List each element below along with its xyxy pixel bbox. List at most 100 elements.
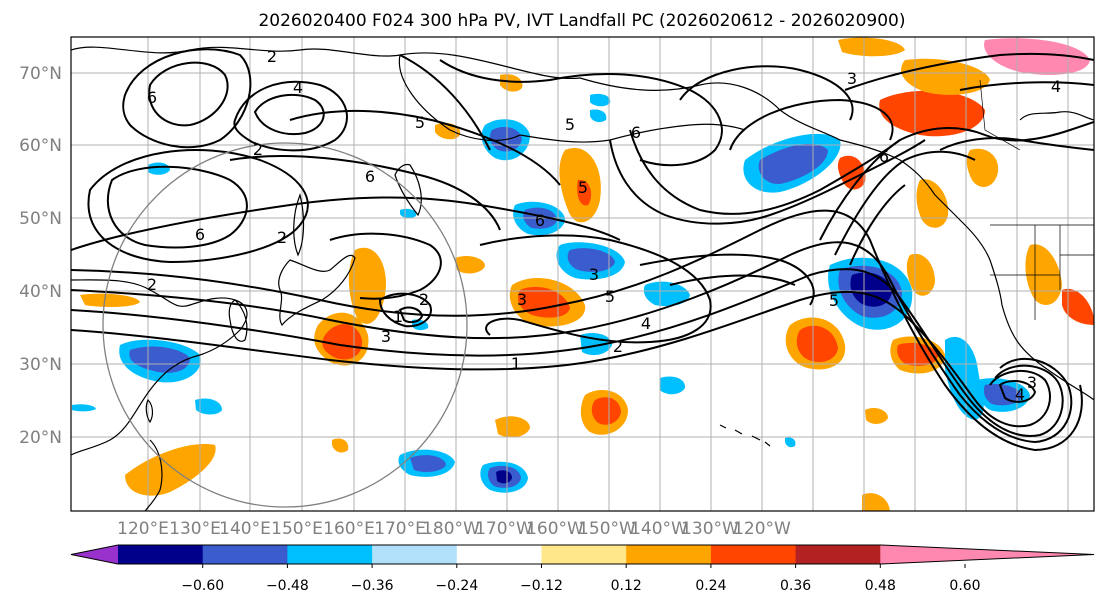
asia-coastline — [398, 54, 521, 141]
pv-contour — [939, 137, 1094, 151]
pv-contour — [233, 80, 348, 152]
lon-label: 120°W — [733, 519, 791, 539]
lat-label: 30°N — [19, 355, 62, 375]
negative-anomaly-patch — [660, 376, 686, 395]
asia-coastline — [71, 46, 581, 80]
lat-label: 60°N — [19, 136, 62, 156]
pv-contour — [253, 93, 325, 135]
contour-label: 2 — [253, 140, 263, 159]
positive-anomaly-patch — [906, 253, 935, 296]
contour-label: 4 — [1051, 77, 1061, 96]
lon-label: 150°E — [271, 519, 323, 539]
colorbar-segment — [456, 545, 542, 564]
colorbar-tick-label: −0.24 — [435, 578, 478, 594]
lon-label: 170°E — [374, 519, 426, 539]
colorbar-segment — [372, 545, 458, 564]
pv-contour — [329, 232, 442, 300]
positive-anomaly-patch — [332, 438, 349, 453]
pv-contour — [378, 292, 432, 328]
contour-label: 2 — [147, 275, 157, 294]
negative-anomaly-patch — [410, 455, 446, 473]
lon-label: 150°W — [578, 519, 636, 539]
lat-label: 70°N — [19, 64, 62, 84]
hawaii-islands — [719, 424, 771, 447]
negative-anomaly-patch — [400, 208, 417, 219]
pc-shading — [72, 37, 1094, 511]
negative-anomaly-patch — [148, 162, 170, 175]
contour-label: 6 — [535, 211, 545, 230]
positive-anomaly-patch — [796, 325, 838, 363]
lon-label: 180°W — [422, 519, 480, 539]
korea-coast — [228, 299, 248, 342]
contour-label: 6 — [365, 167, 375, 186]
contour-label: 5 — [578, 178, 588, 197]
contour-label: 2 — [419, 290, 429, 309]
pv-contour — [399, 54, 491, 151]
contour-label: 1 — [393, 307, 403, 326]
colorbar-tick-label: −0.12 — [520, 578, 563, 594]
contour-label: 2 — [267, 47, 277, 66]
pv-contour — [229, 154, 501, 231]
pv-contour — [289, 109, 561, 186]
contour-label: 6 — [879, 147, 889, 166]
pv-contour — [71, 209, 1083, 452]
contour-label: 4 — [641, 314, 651, 333]
colorbar-tick-label: −0.60 — [181, 578, 224, 594]
positive-anomaly-patch — [862, 493, 890, 511]
north-america-coast — [1019, 111, 1094, 121]
positive-anomaly-patch — [838, 37, 905, 57]
pv-contour — [834, 150, 976, 256]
negative-anomaly-patch — [785, 437, 796, 448]
contour-label: 6 — [147, 88, 157, 107]
negative-anomaly-patch — [590, 109, 607, 123]
contour-label: 5 — [605, 287, 615, 306]
negative-anomaly-patch — [567, 248, 615, 272]
coastlines — [71, 46, 1094, 511]
negative-anomaly-patch — [590, 93, 611, 107]
lat-label: 50°N — [19, 209, 62, 229]
contour-label: 3 — [517, 290, 527, 309]
colorbar: −0.60 −0.48 −0.36 −0.24 −0.12 0.12 0.24 0.36 0.4… — [70, 544, 1095, 594]
lon-label: 160°E — [323, 519, 375, 539]
lon-label: 130°E — [169, 519, 221, 539]
lat-label: 40°N — [19, 282, 62, 302]
lon-label: 140°E — [219, 519, 271, 539]
contour-label: 3 — [847, 69, 857, 88]
lon-label: 160°W — [526, 519, 584, 539]
colorbar-segment — [202, 545, 288, 564]
colorbar-extend-max — [880, 545, 1094, 564]
colorbar-segment — [795, 545, 881, 564]
alaska-coast — [579, 77, 936, 196]
colorbar-tick-label: −0.36 — [351, 578, 394, 594]
alaska-canada-border — [979, 79, 1021, 151]
lon-label: 170°W — [475, 519, 533, 539]
aleutian-chain — [519, 123, 746, 143]
sakhalin-coast — [293, 193, 305, 257]
colorbar-tick-label: 0.24 — [695, 578, 726, 594]
pv-contour — [669, 274, 796, 286]
colorbar-outline — [70, 544, 1095, 565]
graticule — [71, 37, 1094, 511]
colorbar-extend-min — [71, 545, 118, 564]
contour-label: 2 — [277, 228, 287, 247]
pv-contour — [398, 306, 424, 324]
pv-contours — [71, 48, 1094, 452]
lon-label: 130°W — [681, 519, 739, 539]
pv-contour — [998, 379, 1037, 403]
pv-contour — [122, 48, 252, 149]
contour-label: 2 — [613, 337, 623, 356]
colorbar-segment — [541, 545, 627, 564]
positive-anomaly-patch — [916, 179, 949, 228]
political-borders — [979, 79, 1094, 320]
north-america-coast — [934, 194, 1094, 401]
colorbar-tick-label: 0.60 — [949, 578, 980, 594]
positive-anomaly-patch — [865, 407, 888, 424]
negative-anomaly-patch — [195, 398, 222, 415]
contour-label: 6 — [195, 225, 205, 244]
positive-anomaly-patch — [80, 293, 140, 307]
pv-contour — [629, 129, 901, 215]
asia-mainland-coast — [71, 279, 248, 456]
positive-anomaly-patch — [577, 179, 592, 206]
